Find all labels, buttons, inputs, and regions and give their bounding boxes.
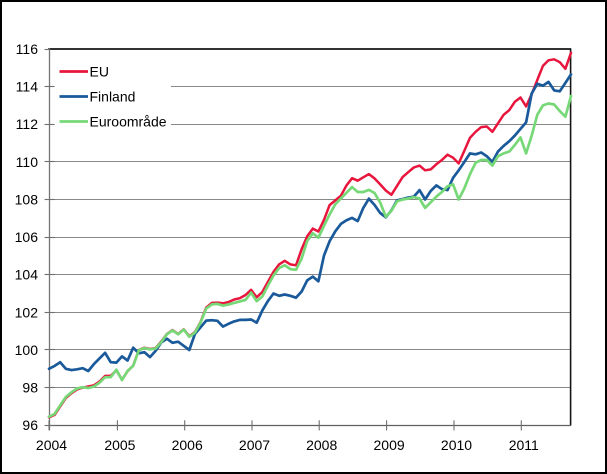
svg-text:110: 110 <box>16 154 39 170</box>
svg-text:106: 106 <box>15 229 39 245</box>
svg-text:Euroområde: Euroområde <box>90 114 167 130</box>
svg-text:2007: 2007 <box>239 437 270 453</box>
svg-text:104: 104 <box>15 267 39 283</box>
svg-text:96: 96 <box>22 417 38 433</box>
svg-text:112: 112 <box>16 116 39 132</box>
svg-text:98: 98 <box>22 380 38 396</box>
svg-text:2010: 2010 <box>441 437 472 453</box>
svg-text:2009: 2009 <box>374 437 405 453</box>
svg-text:2008: 2008 <box>306 437 337 453</box>
svg-text:2011: 2011 <box>509 437 539 453</box>
svg-text:114: 114 <box>16 79 39 95</box>
svg-text:2006: 2006 <box>172 437 203 453</box>
svg-text:2004: 2004 <box>36 437 67 453</box>
svg-text:100: 100 <box>15 342 39 358</box>
svg-text:116: 116 <box>16 41 39 57</box>
svg-text:2005: 2005 <box>104 437 135 453</box>
svg-text:Finland: Finland <box>90 89 136 105</box>
svg-text:102: 102 <box>15 304 39 320</box>
svg-text:108: 108 <box>15 192 39 208</box>
svg-text:EU: EU <box>90 64 109 80</box>
